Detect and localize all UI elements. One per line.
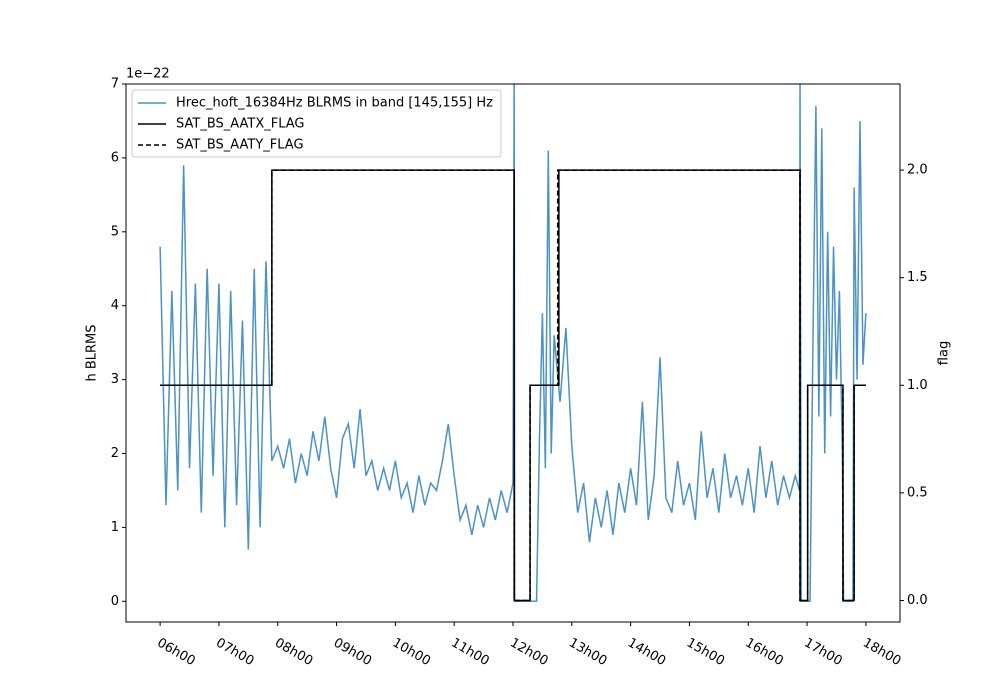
legend-box	[131, 89, 502, 158]
y2-axis-label: flag	[937, 341, 952, 365]
legend-label: Hrec_hoft_16384Hz BLRMS in band [145,155…	[176, 96, 493, 111]
y-tick-label: 3	[111, 372, 119, 387]
y2-tick-label: 1.0	[907, 378, 928, 393]
y2-tick-label: 1.5	[907, 270, 928, 285]
y-axis-label: h BLRMS	[85, 324, 100, 381]
y2-tick-label: 0.5	[907, 485, 928, 500]
y-tick-label: 4	[111, 298, 119, 313]
legend: Hrec_hoft_16384Hz BLRMS in band [145,155…	[131, 89, 502, 158]
y-tick-label: 7	[111, 77, 119, 92]
y-tick-label: 6	[111, 150, 119, 165]
y-tick-label: 2	[111, 446, 119, 461]
axes-frame	[125, 83, 901, 623]
offset-text: 1e−22	[126, 67, 170, 82]
y-tick-label: 1	[111, 520, 119, 535]
legend-label: SAT_BS_AATX_FLAG	[176, 117, 305, 132]
y-tick-label: 0	[111, 594, 119, 609]
y2-tick-label: 2.0	[907, 163, 928, 178]
series-line	[160, 169, 866, 602]
plot-area	[159, 84, 867, 603]
y2-tick-label: 0.0	[907, 593, 928, 608]
legend-label: SAT_BS_AATY_FLAG	[176, 138, 304, 153]
series-line	[159, 84, 867, 603]
y-tick-label: 5	[111, 224, 119, 239]
